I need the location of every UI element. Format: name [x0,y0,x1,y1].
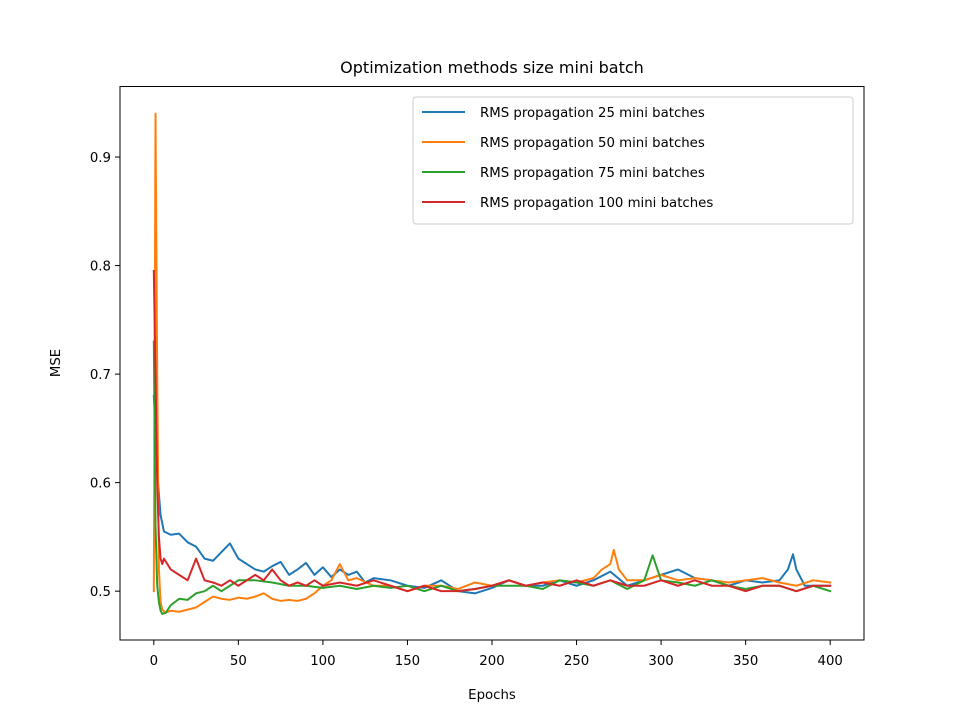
x-tick-label: 250 [564,654,589,669]
x-tick-label: 300 [648,654,673,669]
x-tick-label: 0 [150,654,158,669]
x-tick-label: 100 [310,654,335,669]
legend: RMS propagation 25 mini batches RMS propa… [412,96,854,225]
legend-label: RMS propagation 50 mini batches [480,136,705,151]
y-tick-label: 0.7 [90,368,111,383]
legend-label: RMS propagation 75 mini batches [480,166,705,181]
chart-title: Optimization methods size mini batch [340,58,644,77]
x-axis-label: Epochs [468,688,516,703]
series-line-4 [152,269,832,593]
x-tick-label: 350 [733,654,758,669]
plot-area [152,112,832,615]
y-tick-label: 0.8 [90,260,111,275]
legend-box [412,96,854,225]
legend-label: RMS propagation 100 mini batches [480,196,713,211]
y-tick-label: 0.5 [90,585,111,600]
x-tick-label: 150 [395,654,420,669]
x-tick-label: 200 [479,654,504,669]
x-tick-label: 400 [817,654,842,669]
legend-label: RMS propagation 25 mini batches [480,106,705,121]
x-axis: 0 50 100 150 200 250 300 350 400 [150,640,843,669]
y-tick-label: 0.9 [90,151,111,166]
y-axis-label: MSE [49,349,64,377]
y-tick-label: 0.6 [90,477,111,492]
y-axis: 0.5 0.6 0.7 0.8 0.9 [90,151,120,600]
x-tick-label: 50 [230,654,247,669]
